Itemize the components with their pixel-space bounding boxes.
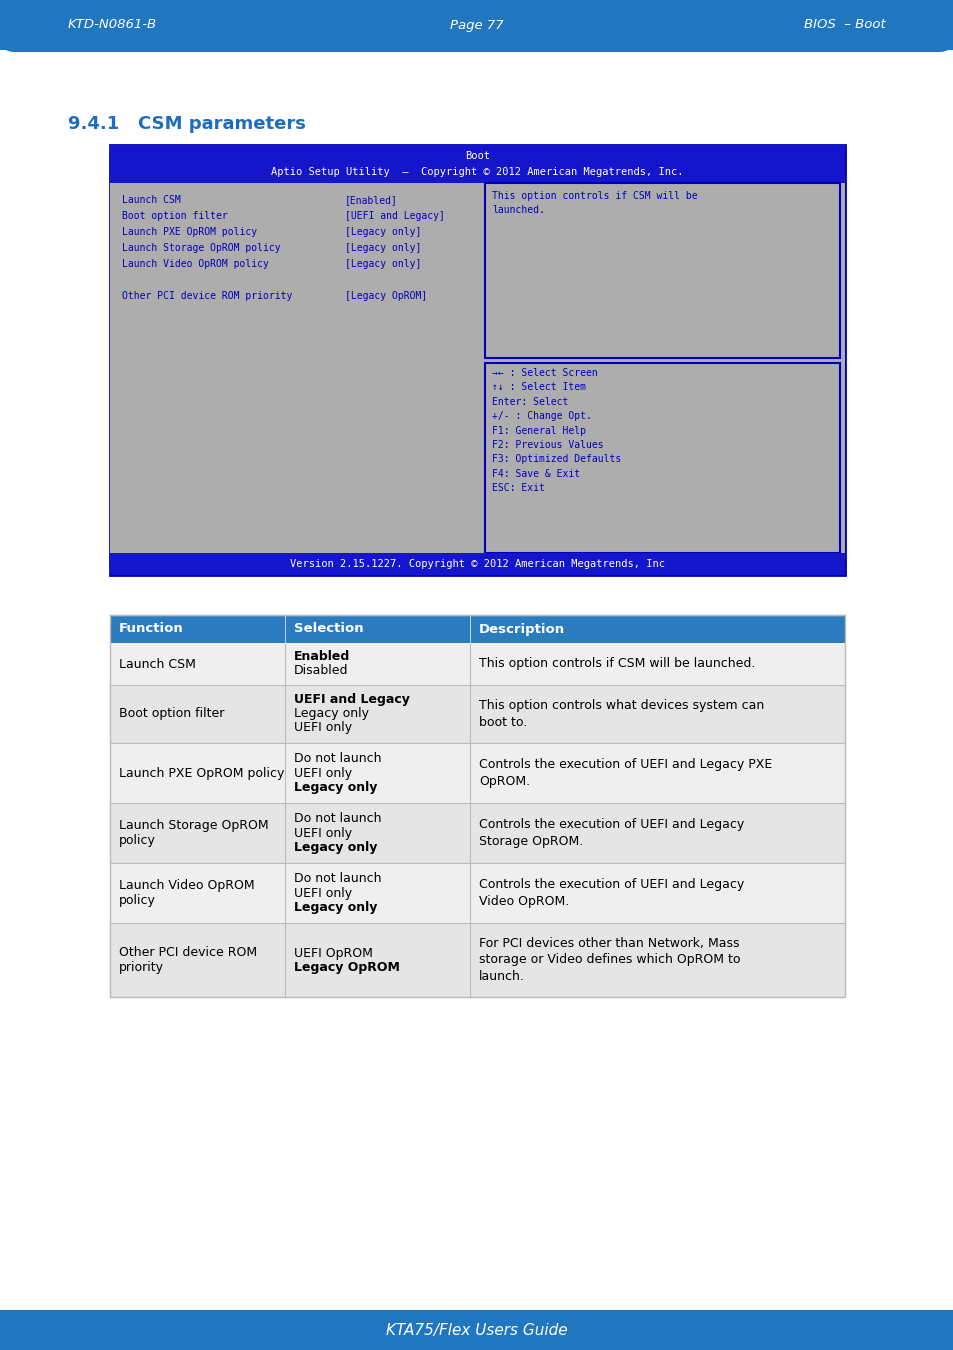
Text: Selection: Selection [294,622,363,636]
Text: →← : Select Screen
↑↓ : Select Item
Enter: Select
+/- : Change Opt.
F1: General : →← : Select Screen ↑↓ : Select Item Ente… [492,369,620,493]
Text: Other PCI device ROM priority: Other PCI device ROM priority [122,292,292,301]
Bar [110,616,844,998]
Text: This option controls if CSM will be launched.: This option controls if CSM will be laun… [478,657,755,671]
Text: Controls the execution of UEFI and Legacy PXE
OpROM.: Controls the execution of UEFI and Legac… [478,757,771,788]
Text: BIOS  – Boot: BIOS – Boot [803,19,885,31]
Bar [110,684,844,743]
Text: Boot: Boot [464,151,490,161]
Text: Controls the execution of UEFI and Legacy
Storage OpROM.: Controls the execution of UEFI and Legac… [478,818,743,848]
Text: Do not launch: Do not launch [294,813,381,825]
Text: Launch PXE OpROM policy: Launch PXE OpROM policy [122,227,257,238]
Text: Launch Storage OpROM policy: Launch Storage OpROM policy [122,243,280,252]
Text: Version 2.15.1227. Copyright © 2012 American Megatrends, Inc: Version 2.15.1227. Copyright © 2012 Amer… [290,559,664,568]
Text: Boot option filter: Boot option filter [122,211,228,221]
Text: Legacy only: Legacy only [294,900,377,914]
Bar [0,0,953,50]
Text: 9.4.1   CSM parameters: 9.4.1 CSM parameters [68,115,306,134]
Text: Legacy OpROM: Legacy OpROM [294,960,399,973]
Bar [484,363,840,554]
Text: Controls the execution of UEFI and Legacy
Video OpROM.: Controls the execution of UEFI and Legac… [478,878,743,909]
Text: Enabled: Enabled [294,651,350,663]
Text: UEFI only: UEFI only [294,887,352,899]
Bar [110,863,844,923]
Text: Legacy only: Legacy only [294,841,377,853]
Text: Do not launch: Do not launch [294,872,381,886]
Text: [Enabled]: [Enabled] [345,194,397,205]
Text: Launch Storage OpROM
policy: Launch Storage OpROM policy [119,819,269,846]
Text: For PCI devices other than Network, Mass
storage or Video defines which OpROM to: For PCI devices other than Network, Mass… [478,937,740,984]
Text: [Legacy only]: [Legacy only] [345,227,421,238]
Text: UEFI only: UEFI only [294,826,352,840]
Text: Do not launch: Do not launch [294,752,381,765]
Text: Legacy only: Legacy only [294,707,369,721]
Text: UEFI and Legacy: UEFI and Legacy [294,694,410,706]
Text: Boot option filter: Boot option filter [119,707,224,721]
Bar [110,554,844,575]
Text: Launch PXE OpROM policy: Launch PXE OpROM policy [119,767,284,779]
Bar [110,923,844,998]
Text: Function: Function [119,622,184,636]
Text: UEFI OpROM: UEFI OpROM [294,946,373,960]
Bar [110,144,844,184]
Bar [110,144,844,575]
Bar [110,743,844,803]
Text: KTD-N0861-B: KTD-N0861-B [68,19,157,31]
Text: UEFI only: UEFI only [294,721,352,734]
Text: Description: Description [478,622,564,636]
Text: [Legacy only]: [Legacy only] [345,243,421,252]
Text: This option controls if CSM will be
launched.: This option controls if CSM will be laun… [492,190,697,215]
Bar [110,803,844,863]
Text: UEFI only: UEFI only [294,767,352,779]
Text: Launch CSM: Launch CSM [122,194,180,205]
FancyBboxPatch shape [2,1,951,53]
Text: Legacy only: Legacy only [294,780,377,794]
Bar [110,184,844,554]
Text: KTA75/Flex Users Guide: KTA75/Flex Users Guide [386,1323,567,1338]
Bar [110,616,844,643]
Text: Disabled: Disabled [294,664,348,678]
Bar [484,184,840,358]
Text: Aptio Setup Utility  –  Copyright © 2012 American Megatrends, Inc.: Aptio Setup Utility – Copyright © 2012 A… [271,167,683,177]
Text: Other PCI device ROM
priority: Other PCI device ROM priority [119,946,257,973]
Bar [0,1310,953,1350]
Bar [110,643,844,684]
Text: Launch Video OpROM policy: Launch Video OpROM policy [122,259,269,269]
Text: Launch CSM: Launch CSM [119,657,195,671]
Text: [UEFI and Legacy]: [UEFI and Legacy] [345,211,444,221]
Text: [Legacy only]: [Legacy only] [345,259,421,269]
Text: This option controls what devices system can
boot to.: This option controls what devices system… [478,699,763,729]
Text: Launch Video OpROM
policy: Launch Video OpROM policy [119,879,254,907]
Text: [Legacy OpROM]: [Legacy OpROM] [345,292,427,301]
Text: Page 77: Page 77 [450,19,503,31]
